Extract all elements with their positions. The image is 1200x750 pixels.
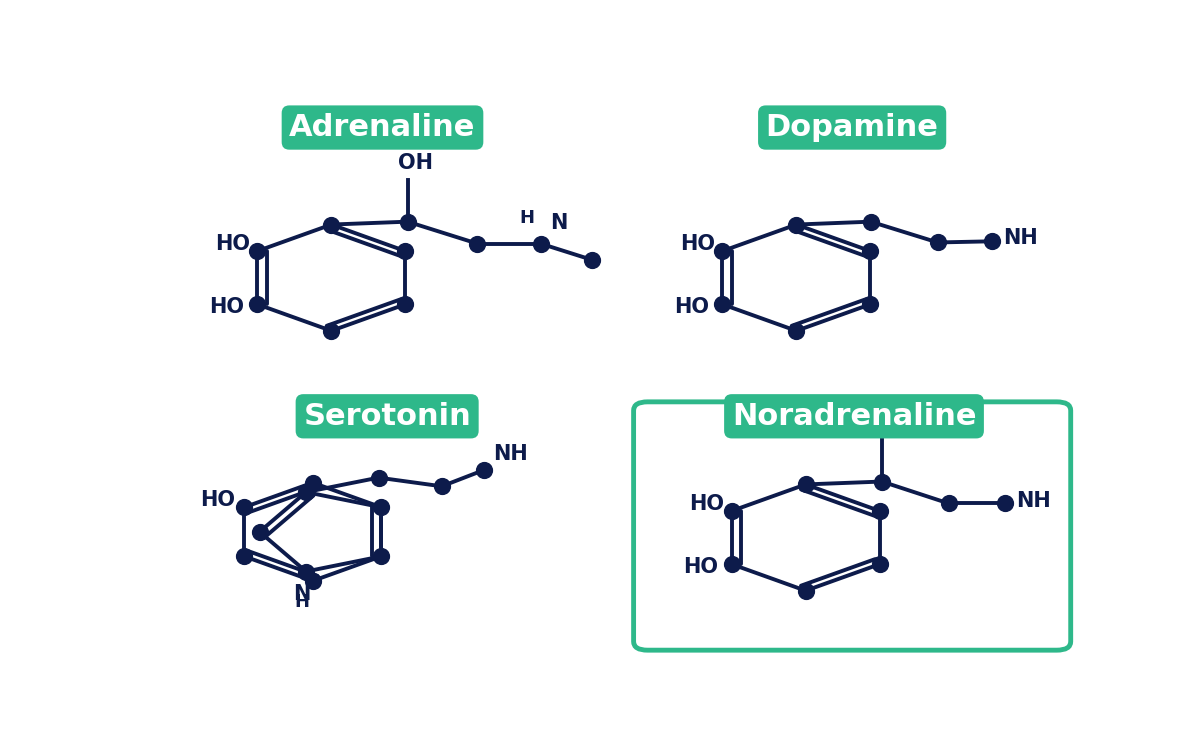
Point bbox=[396, 245, 415, 257]
Text: NH: NH bbox=[493, 444, 528, 464]
Point bbox=[860, 245, 880, 257]
Point bbox=[432, 480, 451, 492]
Point bbox=[474, 464, 493, 476]
Point bbox=[995, 497, 1014, 509]
Point bbox=[796, 478, 815, 490]
Text: H: H bbox=[294, 593, 308, 611]
Point bbox=[713, 245, 732, 257]
Point bbox=[796, 585, 815, 597]
Point bbox=[322, 325, 341, 337]
Point bbox=[372, 550, 391, 562]
Point bbox=[247, 298, 266, 310]
Point bbox=[468, 238, 487, 250]
Point bbox=[235, 501, 254, 513]
Text: N: N bbox=[293, 584, 310, 604]
Point bbox=[713, 298, 732, 310]
Point bbox=[304, 477, 323, 489]
Text: NH: NH bbox=[1003, 229, 1038, 248]
Point bbox=[787, 218, 806, 230]
Text: OH: OH bbox=[397, 153, 432, 173]
Text: Adrenaline: Adrenaline bbox=[289, 113, 475, 142]
Point bbox=[872, 476, 892, 488]
Text: HO: HO bbox=[200, 490, 235, 510]
Text: H: H bbox=[520, 209, 534, 227]
Text: N: N bbox=[550, 213, 568, 233]
Point bbox=[940, 497, 959, 509]
Text: Serotonin: Serotonin bbox=[304, 402, 472, 430]
Point bbox=[235, 550, 254, 562]
Text: NH: NH bbox=[1016, 490, 1050, 511]
Point bbox=[396, 298, 415, 310]
Point bbox=[870, 558, 889, 570]
Point bbox=[322, 218, 341, 230]
Point bbox=[787, 325, 806, 337]
Point bbox=[532, 238, 551, 250]
Point bbox=[860, 298, 880, 310]
Point bbox=[304, 575, 323, 587]
Text: OH: OH bbox=[872, 413, 907, 433]
Point bbox=[372, 501, 391, 513]
Point bbox=[582, 254, 601, 266]
Point bbox=[247, 245, 266, 257]
Point bbox=[296, 566, 316, 578]
Point bbox=[250, 526, 269, 538]
Point bbox=[722, 558, 742, 570]
Text: HO: HO bbox=[680, 234, 715, 254]
Text: HO: HO bbox=[684, 557, 719, 577]
Point bbox=[928, 236, 947, 248]
Text: HO: HO bbox=[215, 234, 250, 254]
Point bbox=[862, 216, 881, 228]
Text: HO: HO bbox=[689, 494, 724, 514]
Text: HO: HO bbox=[674, 297, 709, 317]
Point bbox=[722, 505, 742, 517]
Text: Dopamine: Dopamine bbox=[766, 113, 938, 142]
Point bbox=[296, 486, 316, 498]
Text: Noradrenaline: Noradrenaline bbox=[732, 402, 977, 430]
Point bbox=[398, 216, 418, 228]
Point bbox=[368, 472, 388, 484]
Text: HO: HO bbox=[209, 297, 245, 317]
Point bbox=[982, 236, 1001, 248]
Point bbox=[870, 505, 889, 517]
